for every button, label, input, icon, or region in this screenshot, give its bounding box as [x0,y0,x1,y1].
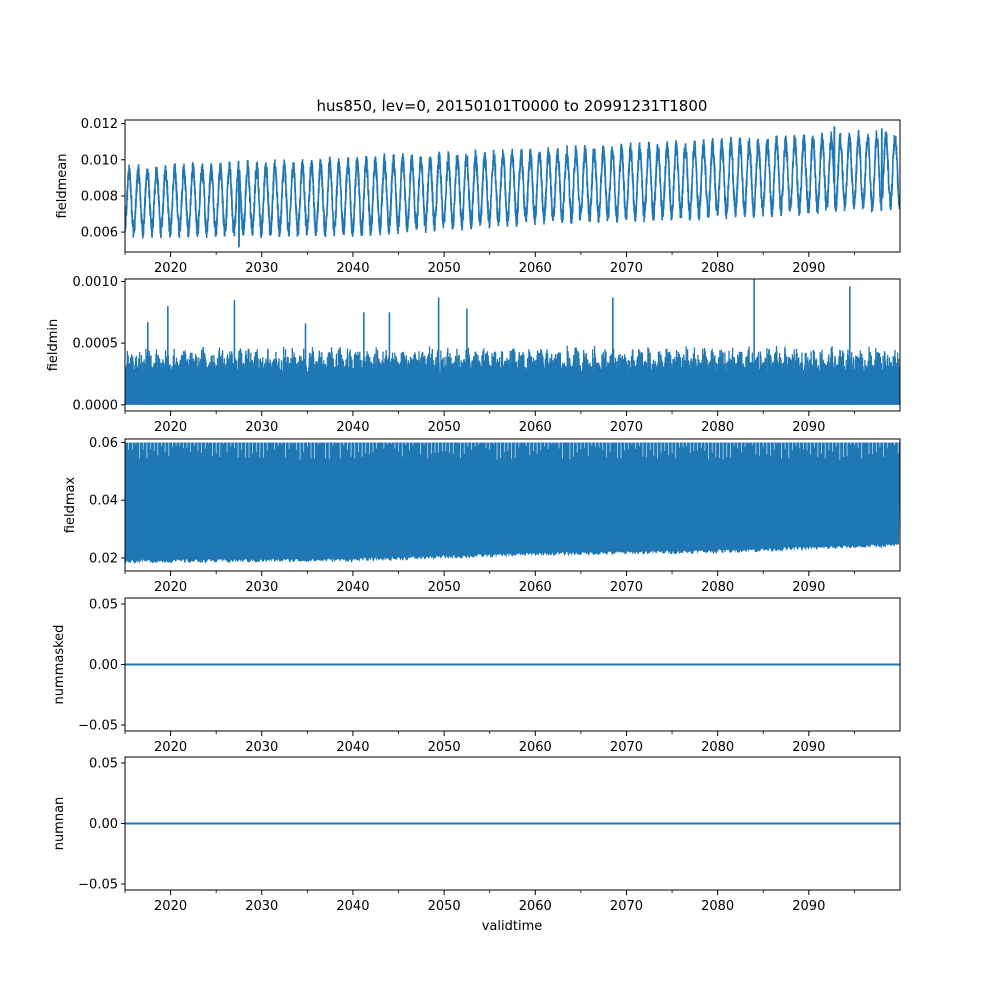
x-tick-label: 2060 [519,899,552,914]
x-tick-label: 2090 [792,580,825,595]
x-tick-label: 2090 [792,899,825,914]
x-axis-label: validtime [482,919,543,934]
axes-frame [124,278,901,412]
x-tick-label: 2070 [610,899,643,914]
x-tick-label: 2030 [245,899,278,914]
x-tick-label: 2030 [245,580,278,595]
y-tick-label: 0.00 [89,658,118,673]
x-tick-label: 2050 [428,580,461,595]
panel-nummasked: −0.05 0.00 0.05 nummasked 2020 2030 2040 2050 20… [52,597,901,755]
x-tick-label: 2020 [154,420,187,435]
x-tick-label: 2070 [610,580,643,595]
x-tick-label: 2090 [792,420,825,435]
x-tick-label: 2030 [245,261,278,276]
x-tick-label: 2080 [701,899,734,914]
x-tick-label: 2040 [336,261,369,276]
panel-fieldmax: 0.02 0.04 0.06 fieldmax 2020 2030 2040 2050 2060… [63,436,901,595]
x-tick-label: 2040 [336,420,369,435]
chart-title: hus850, lev=0, 20150101T0000 to 20991231… [317,97,708,115]
x-tick-label: 2080 [701,580,734,595]
y-axis-label: numnan [52,797,67,851]
x-tick-label: 2070 [610,420,643,435]
x-tick-label: 2070 [610,261,643,276]
panel-fieldmean: 0.006 0.008 0.010 0.012 fieldmean 2020 2030 204… [55,117,901,276]
y-tick-label: 0.008 [81,189,118,204]
y-tick-label: 0.0005 [73,337,119,352]
fieldmax-top-gaps [125,440,899,460]
x-tick-label: 2050 [428,740,461,755]
x-tick-label: 2050 [428,899,461,914]
x-tick-label: 2030 [245,740,278,755]
panels: 0.006 0.008 0.010 0.012 fieldmean 2020 2030 204… [46,117,901,914]
x-tick-label: 2070 [610,740,643,755]
x-tick-label: 2060 [519,261,552,276]
y-axis-label: nummasked [52,625,67,705]
fieldmax-band [125,442,900,564]
y-tick-label: 0.006 [81,226,118,241]
y-tick-label: 0.05 [89,598,118,613]
x-tick-label: 2090 [792,261,825,276]
x-tick-label: 2090 [792,740,825,755]
y-tick-label: 0.010 [81,153,118,168]
x-tick-label: 2030 [245,420,278,435]
x-tick-label: 2060 [519,740,552,755]
x-tick-label: 2020 [154,261,187,276]
x-tick-label: 2080 [701,261,734,276]
y-tick-label: 0.02 [89,552,118,567]
y-tick-label: 0.04 [89,494,118,509]
x-tick-label: 2020 [154,740,187,755]
panel-fieldmin: 0.0000 0.0005 0.0010 fieldmin 2020 2030 2040 20… [46,275,901,435]
y-tick-label: 0.012 [81,117,118,132]
data-layer [125,126,900,248]
y-tick-label: 0.0010 [73,275,119,290]
y-tick-label: −0.05 [78,718,118,733]
axes-frame [124,119,901,253]
y-axis-label: fieldmean [55,154,70,219]
x-tick-label: 2080 [701,740,734,755]
x-tick-label: 2040 [336,899,369,914]
data-layer [125,440,900,564]
fieldmean-line [125,126,900,248]
fieldmin-spread [125,345,900,405]
panel-numnan: −0.05 0.00 0.05 numnan 2020 2030 2040 2050 2060 2… [52,756,901,914]
x-tick-label: 2020 [154,580,187,595]
x-tick-label: 2060 [519,580,552,595]
y-tick-label: −0.05 [78,877,118,892]
x-tick-label: 2020 [154,899,187,914]
x-tick-label: 2060 [519,420,552,435]
y-axis-label: fieldmax [63,477,78,534]
y-tick-label: 0.06 [89,436,118,451]
y-tick-label: 0.05 [89,757,118,772]
y-axis-label: fieldmin [46,319,61,372]
axes-frame [124,438,901,572]
x-tick-label: 2040 [336,580,369,595]
x-tick-label: 2050 [428,420,461,435]
x-tick-label: 2050 [428,261,461,276]
x-tick-label: 2040 [336,740,369,755]
x-tick-label: 2080 [701,420,734,435]
y-tick-label: 0.0000 [73,398,119,413]
data-layer [125,279,900,405]
y-tick-label: 0.00 [89,817,118,832]
